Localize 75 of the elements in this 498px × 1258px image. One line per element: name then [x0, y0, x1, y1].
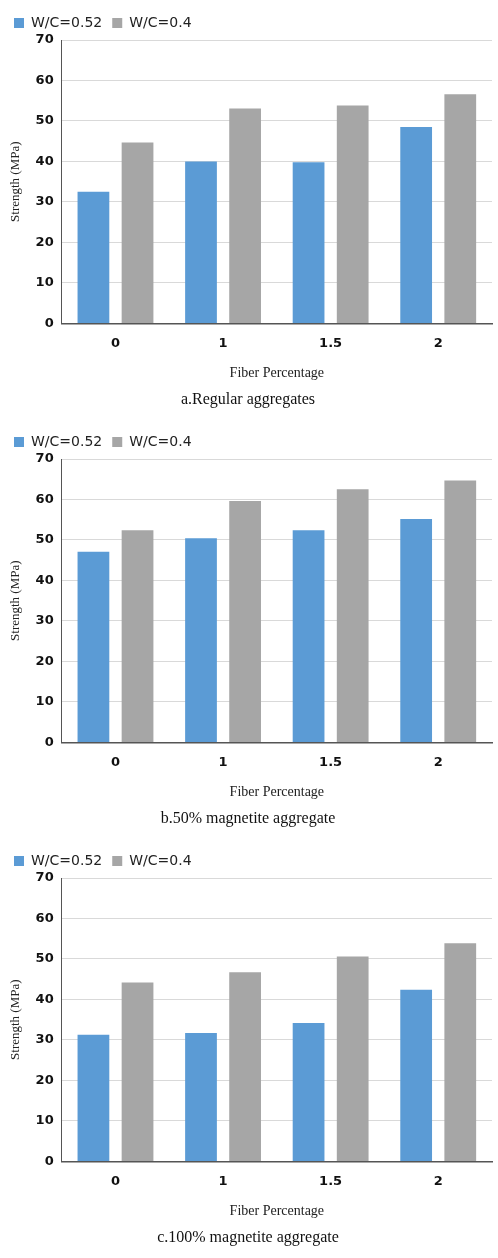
bar	[444, 480, 477, 742]
bar	[292, 1022, 325, 1161]
y-tick-label: 0	[44, 733, 54, 749]
y-tick-label: 10	[35, 1112, 54, 1128]
y-tick-label: 70	[35, 31, 54, 47]
x-tick-label: 2	[433, 753, 443, 769]
legend-label: W/C=0.4	[129, 432, 192, 449]
y-tick-label: 20	[35, 233, 54, 249]
bar	[400, 989, 433, 1161]
y-tick-label: 30	[35, 193, 54, 209]
x-tick-label: 1.5	[319, 753, 343, 769]
bar	[229, 972, 261, 1161]
bar	[336, 105, 369, 323]
legend-label: W/C=0.52	[31, 13, 103, 30]
bar	[77, 191, 110, 323]
bar	[336, 956, 369, 1161]
y-tick-label: 70	[35, 450, 54, 466]
bar	[121, 982, 154, 1161]
x-tick-label: 1	[218, 753, 228, 769]
bar	[121, 142, 154, 323]
bar	[77, 1034, 110, 1161]
bar	[400, 127, 433, 323]
bar	[400, 518, 433, 742]
y-tick-label: 60	[35, 490, 54, 506]
legend-label: W/C=0.4	[129, 13, 192, 30]
y-axis-title: Strength (MPa)	[7, 141, 23, 222]
bar	[444, 943, 477, 1161]
bar	[185, 1033, 217, 1161]
x-tick-label: 1	[218, 1172, 228, 1188]
legend-label: W/C=0.4	[129, 851, 192, 868]
y-tick-label: 40	[35, 990, 54, 1006]
bar	[121, 530, 154, 742]
y-tick-label: 30	[35, 1031, 54, 1047]
x-axis-title: Fiber Percentage	[229, 1203, 325, 1219]
bar	[185, 161, 217, 323]
y-tick-label: 0	[44, 314, 54, 330]
x-tick-label: 0	[110, 1172, 120, 1188]
x-tick-label: 1	[218, 334, 228, 350]
y-tick-label: 20	[35, 1071, 54, 1087]
y-tick-label: 60	[35, 71, 54, 87]
bar	[229, 108, 261, 323]
x-axis-title: Fiber Percentage	[229, 365, 325, 381]
text: c.100% magnetite aggregate	[157, 1227, 339, 1246]
legend-label: W/C=0.52	[31, 432, 103, 449]
y-tick-label: 20	[35, 652, 54, 668]
text: b.50% magnetite aggregate	[160, 808, 336, 827]
x-tick-label: 1.5	[319, 334, 343, 350]
y-axis-title: Strength (MPa)	[7, 560, 23, 641]
y-tick-label: 0	[44, 1152, 54, 1168]
y-tick-label: 50	[35, 112, 54, 128]
x-tick-label: 2	[433, 1172, 443, 1188]
x-tick-label: 0	[110, 753, 120, 769]
y-tick-label: 70	[35, 869, 54, 885]
y-axis-title: Strength (MPa)	[7, 979, 23, 1060]
bar	[77, 551, 110, 742]
bar	[229, 501, 261, 742]
text: a.Regular aggregates	[180, 389, 316, 408]
y-tick-label: 50	[35, 531, 54, 547]
x-tick-label: 0	[110, 334, 120, 350]
y-tick-label: 50	[35, 950, 54, 966]
bar	[292, 530, 325, 742]
legend-label: W/C=0.52	[31, 851, 103, 868]
y-tick-label: 40	[35, 152, 54, 168]
bar	[292, 162, 325, 323]
x-axis-title: Fiber Percentage	[229, 784, 325, 800]
x-tick-label: 1.5	[319, 1172, 343, 1188]
bar	[444, 94, 477, 323]
bar	[185, 538, 217, 742]
y-tick-label: 10	[35, 274, 54, 290]
bar	[336, 489, 369, 742]
y-tick-label: 60	[35, 909, 54, 925]
y-tick-label: 40	[35, 571, 54, 587]
y-tick-label: 10	[35, 693, 54, 709]
x-tick-label: 2	[433, 334, 443, 350]
y-tick-label: 30	[35, 612, 54, 628]
